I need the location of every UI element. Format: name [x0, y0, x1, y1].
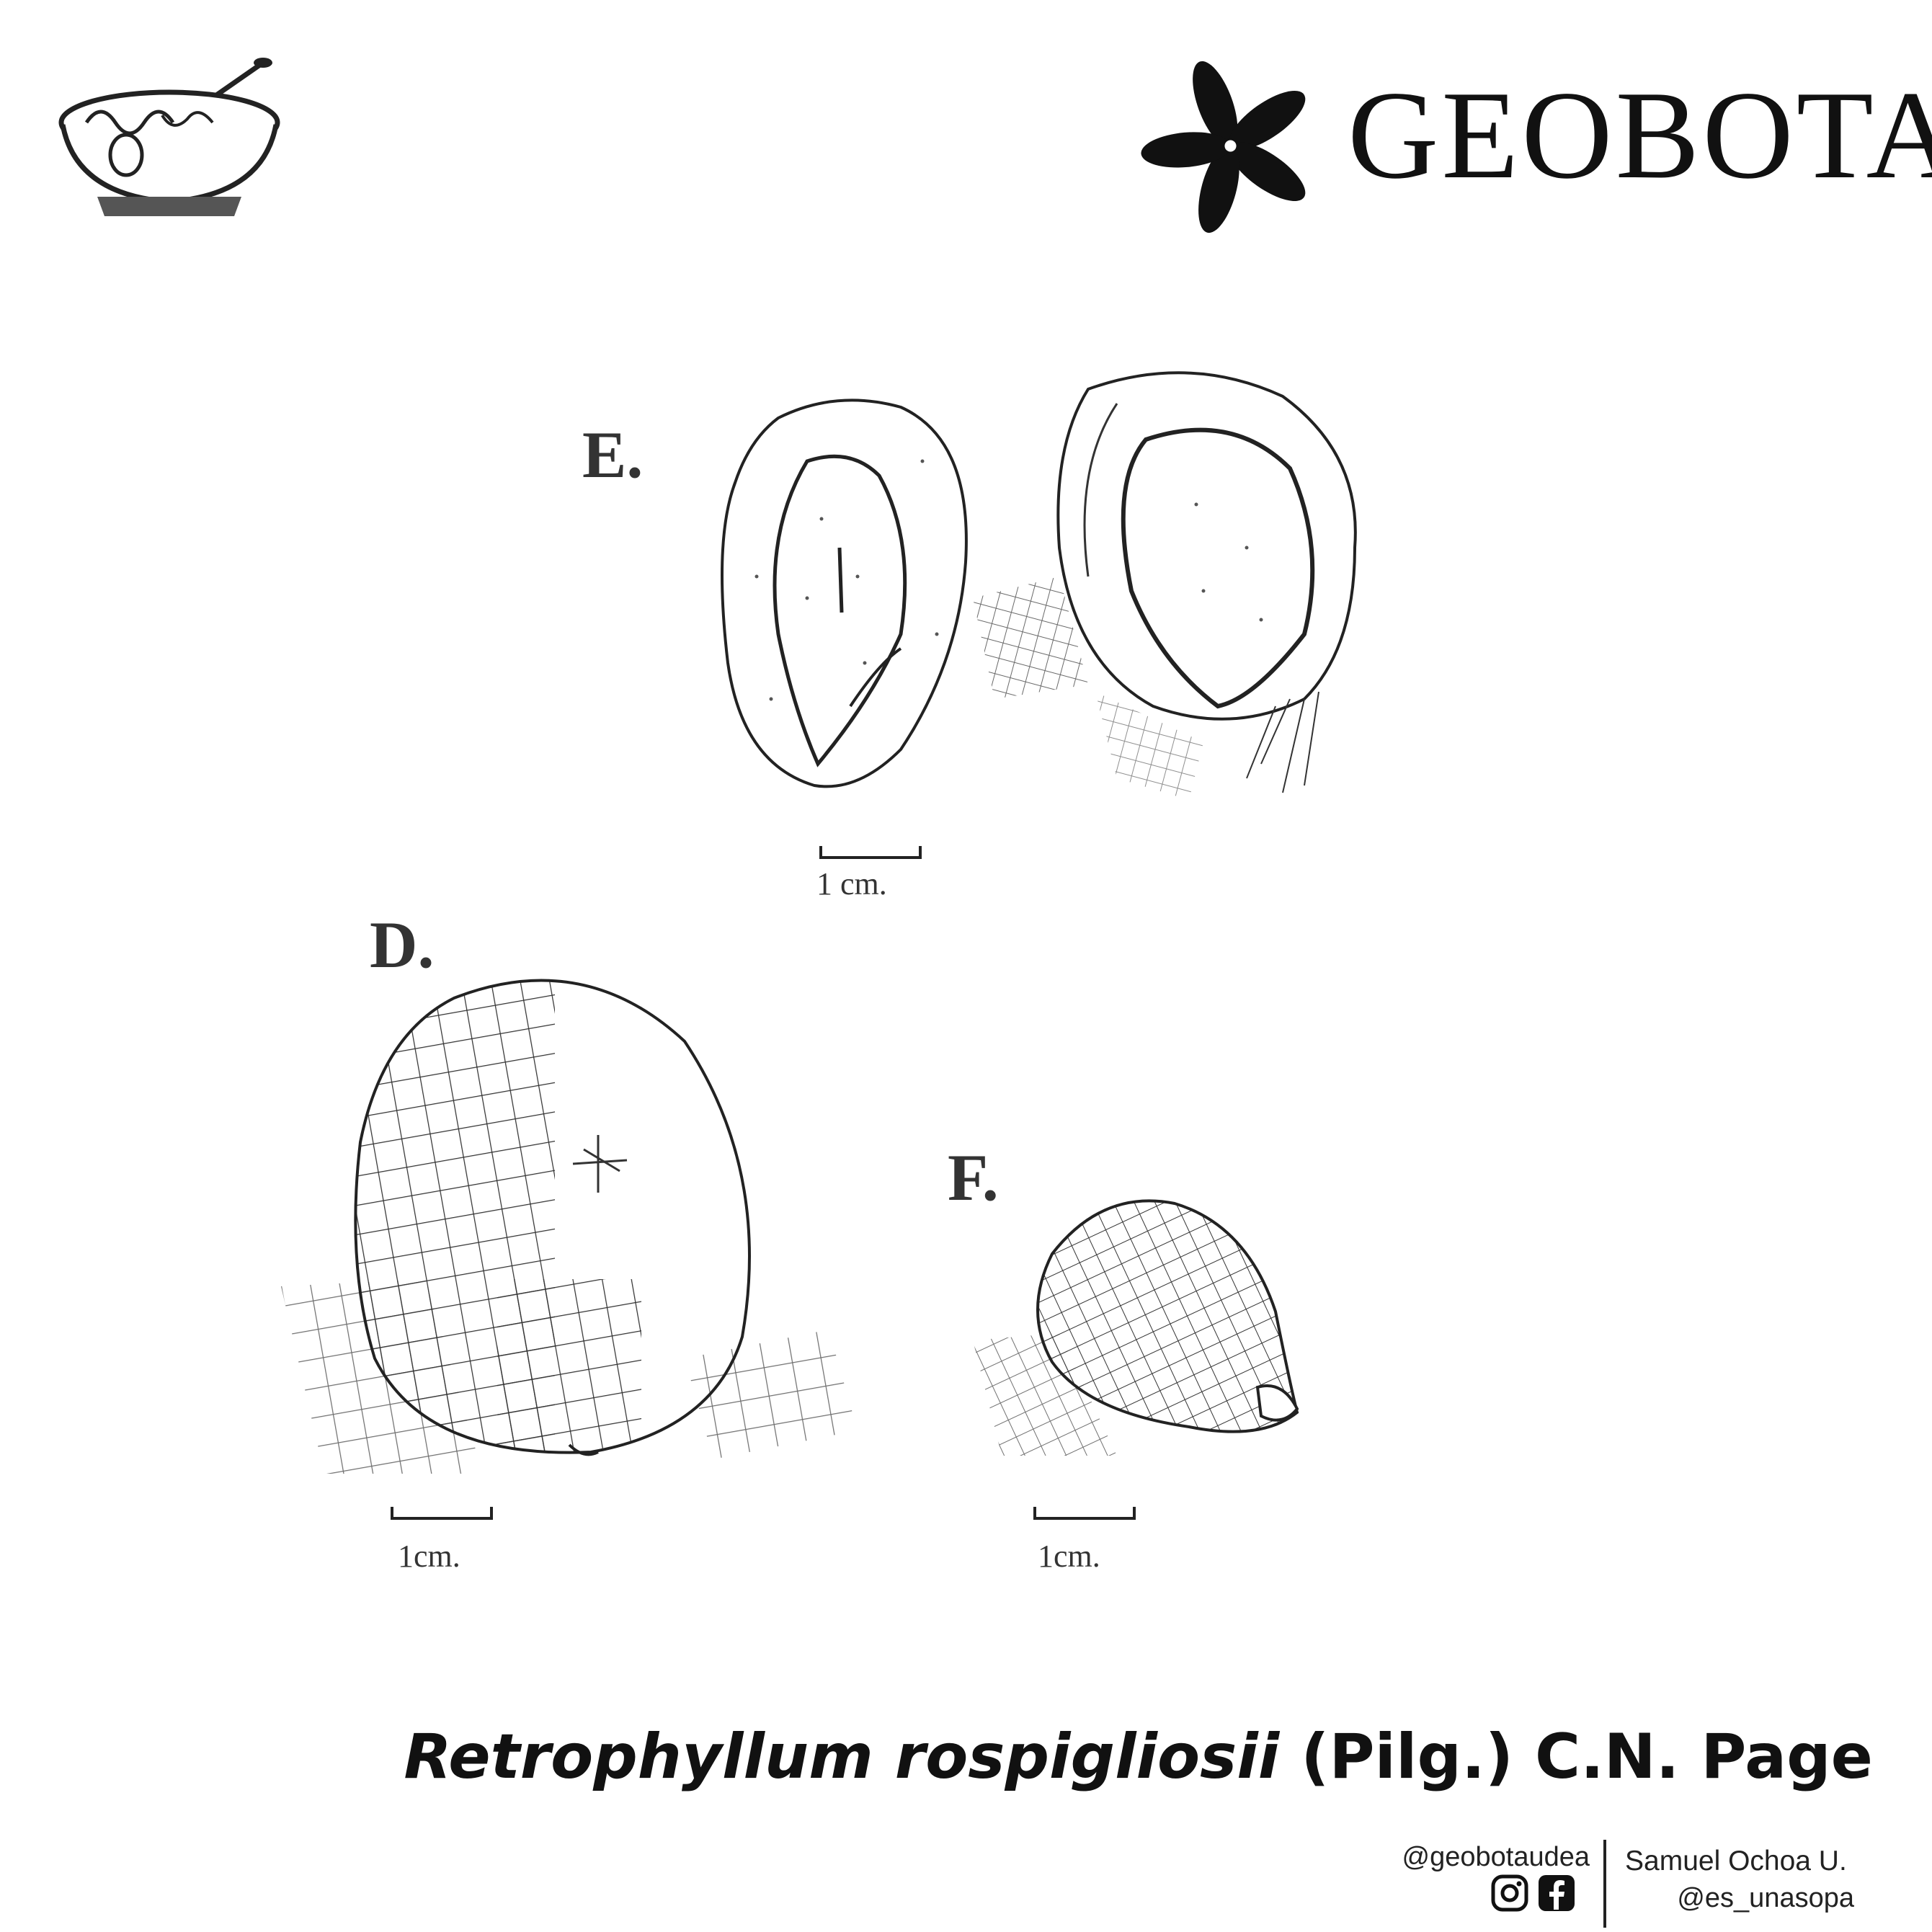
scale-bar-d	[391, 1507, 493, 1520]
species-authority: (Pilg.) C.N. Page	[1301, 1721, 1873, 1793]
credits-divider	[1603, 1840, 1606, 1928]
small-seed-illustration	[973, 1199, 1299, 1456]
figure-label-d: D.	[370, 908, 435, 981]
scale-label-e: 1 cm.	[816, 866, 887, 902]
species-name: Retrophyllum rospigliosii	[404, 1721, 1280, 1793]
large-seed-illustration	[281, 979, 858, 1474]
seed-cross-section-illustration	[721, 371, 1357, 800]
scale-label-f: 1cm.	[1038, 1539, 1100, 1574]
soup-bowl-logo	[58, 58, 280, 216]
figure-label-f: F.	[948, 1141, 999, 1214]
org-handle: @geobotaudea	[1402, 1842, 1590, 1872]
species-title: Retrophyllum rospigliosii (Pilg.) C.N. P…	[404, 1726, 1873, 1788]
geobota-leaf-logo-icon	[1141, 61, 1306, 233]
facebook-icon[interactable]	[1537, 1874, 1576, 1913]
brand-name: GEOBOTA	[1348, 65, 1932, 205]
instagram-icon[interactable]	[1490, 1874, 1529, 1913]
author-handle: @es_unasopa	[1677, 1883, 1854, 1913]
figure-label-e: E.	[582, 418, 644, 491]
author-name: Samuel Ochoa U.	[1625, 1846, 1847, 1877]
scale-bar-e	[819, 846, 922, 859]
scale-bar-f	[1033, 1507, 1136, 1520]
scale-label-d: 1cm.	[398, 1539, 460, 1574]
